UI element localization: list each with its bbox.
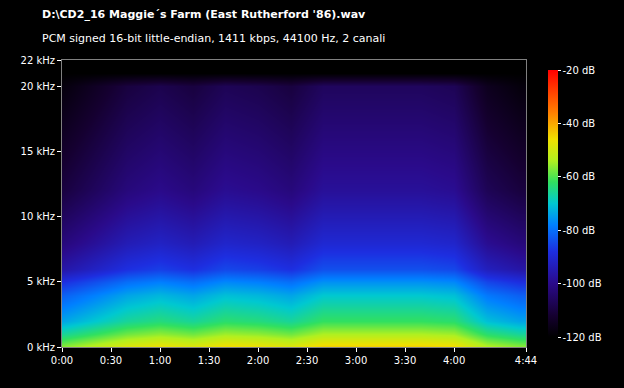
- svg-text:-100 dB: -100 dB: [563, 278, 602, 289]
- svg-text:3:30: 3:30: [394, 355, 416, 366]
- svg-text:22 kHz: 22 kHz: [21, 55, 55, 66]
- svg-text:-20 dB: -20 dB: [563, 65, 596, 76]
- svg-text:3:00: 3:00: [345, 355, 367, 366]
- svg-text:10 kHz: 10 kHz: [21, 211, 55, 222]
- svg-text:4:44: 4:44: [515, 355, 537, 366]
- svg-text:-80 dB: -80 dB: [563, 225, 596, 236]
- svg-text:-40 dB: -40 dB: [563, 118, 596, 129]
- svg-text:0:00: 0:00: [51, 355, 73, 366]
- svg-text:D:\CD2_16 Maggie´s Farm (East: D:\CD2_16 Maggie´s Farm (East Rutherford…: [42, 8, 366, 21]
- svg-text:-120 dB: -120 dB: [563, 332, 602, 343]
- svg-text:0 kHz: 0 kHz: [27, 342, 55, 353]
- svg-text:2:30: 2:30: [296, 355, 318, 366]
- svg-text:2:00: 2:00: [247, 355, 269, 366]
- svg-text:1:30: 1:30: [198, 355, 220, 366]
- svg-text:5 kHz: 5 kHz: [27, 276, 55, 287]
- svg-text:15 kHz: 15 kHz: [21, 146, 55, 157]
- svg-text:-60 dB: -60 dB: [563, 171, 596, 182]
- svg-text:1:00: 1:00: [149, 355, 171, 366]
- svg-text:0:30: 0:30: [100, 355, 122, 366]
- svg-text:4:00: 4:00: [443, 355, 465, 366]
- svg-text:20 kHz: 20 kHz: [21, 81, 55, 92]
- svg-text:PCM signed 16-bit little-endia: PCM signed 16-bit little-endian, 1411 kb…: [42, 32, 385, 45]
